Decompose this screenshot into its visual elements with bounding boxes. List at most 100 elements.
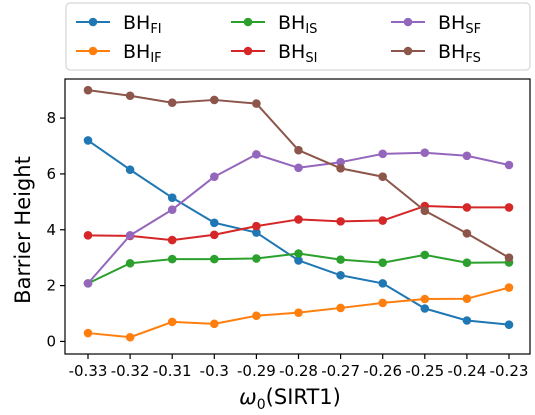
axis-labels: Barrier Height ω0(SIRT1) [11, 156, 341, 413]
data-point [210, 254, 219, 264]
data-point [167, 193, 177, 202]
data-point [125, 258, 135, 268]
data-point [378, 298, 388, 308]
data-point [504, 283, 514, 292]
y-tick-label: 0 [46, 332, 56, 350]
data-point [504, 320, 514, 329]
data-point [294, 308, 303, 317]
legend-label: BHFI [123, 12, 162, 37]
legend-marker [243, 46, 253, 56]
data-point [462, 258, 472, 268]
x-tick-label: -0.24 [447, 362, 486, 380]
data-point [252, 311, 261, 321]
data-point [462, 294, 472, 304]
data-point [336, 217, 345, 226]
data-point [167, 254, 177, 264]
data-point [336, 164, 345, 173]
data-point [378, 172, 388, 182]
data-point [420, 294, 430, 304]
data-point [294, 215, 303, 224]
data-point [210, 230, 219, 240]
data-point [125, 231, 135, 240]
data-point [252, 150, 261, 159]
data-point [83, 279, 93, 288]
x-tick-label: -0.26 [363, 362, 402, 380]
series-is [83, 249, 514, 288]
x-tick-label: -0.29 [237, 362, 276, 380]
data-point [504, 160, 514, 170]
data-point [462, 203, 472, 212]
data-point [83, 231, 93, 240]
data-point [167, 235, 177, 245]
data-point [83, 85, 93, 95]
legend-item-fi: BHFI [76, 12, 162, 37]
legend-frame [65, 2, 531, 71]
legend-item-is: BHIS [231, 12, 317, 37]
data-point [167, 98, 177, 108]
y-tick-label: 6 [46, 165, 56, 183]
x-tick-label: -0.31 [153, 362, 192, 380]
data-point [420, 304, 430, 313]
data-point [504, 203, 514, 212]
legend-item-fs: BHFS [391, 41, 481, 66]
legend-marker [88, 46, 98, 56]
data-point [294, 145, 303, 155]
data-point [125, 332, 135, 342]
data-point [210, 95, 219, 105]
data-point [252, 254, 261, 263]
series-fs [83, 85, 514, 262]
legend-item-sf: BHSF [391, 12, 481, 37]
data-point [378, 216, 388, 225]
legend-label: BHIF [123, 41, 162, 66]
x-axis-label: ω0(SIRT1) [239, 385, 341, 413]
legend-marker [403, 17, 413, 27]
data-point [294, 163, 303, 173]
data-point [210, 319, 219, 329]
legend-item-si: BHSI [231, 41, 317, 66]
data-point [336, 255, 345, 264]
series-line [87, 89, 510, 259]
data-point [294, 256, 303, 265]
data-point [167, 317, 177, 327]
legend-marker [88, 17, 98, 27]
data-point [210, 218, 219, 228]
data-point [125, 165, 135, 175]
data-point [462, 229, 472, 238]
data-point [252, 221, 261, 231]
series-fi [83, 136, 514, 329]
x-axis-label-symbol: ω [239, 385, 257, 409]
data-point [378, 279, 388, 288]
series-if [83, 283, 514, 342]
y-tick-label: 2 [46, 277, 56, 295]
x-tick-label: -0.23 [490, 362, 529, 380]
data-point [420, 148, 430, 158]
data-point [83, 136, 93, 145]
data-point [420, 206, 430, 216]
y-tick-label: 8 [46, 109, 56, 127]
data-point [167, 205, 177, 214]
legend-label: BHSF [438, 12, 481, 37]
legend-marker [403, 46, 413, 56]
x-axis-label-rest: (SIRT1) [266, 385, 341, 409]
legend-item-if: BHIF [76, 41, 162, 66]
data-point [336, 303, 345, 313]
data-point [378, 149, 388, 159]
data-point [210, 172, 219, 182]
x-axis-label-subscript: 0 [257, 397, 266, 413]
data-point [294, 249, 303, 258]
legend-label: BHSI [278, 41, 317, 66]
y-tick-label: 4 [46, 221, 56, 239]
y-axis-label: Barrier Height [11, 156, 35, 304]
x-tick-label: -0.25 [405, 362, 444, 380]
plot-frame [64, 78, 531, 355]
data-point [252, 228, 261, 237]
legend: BHFI BHIF BHIS BHSI BHSF BHFS [65, 2, 531, 71]
series-sf [83, 148, 514, 288]
data-point [420, 250, 430, 260]
data-point [462, 151, 472, 161]
x-tick-label: -0.28 [279, 362, 318, 380]
legend-label: BHIS [278, 12, 317, 37]
x-tick-label: -0.27 [321, 362, 360, 380]
data-point [462, 316, 472, 325]
